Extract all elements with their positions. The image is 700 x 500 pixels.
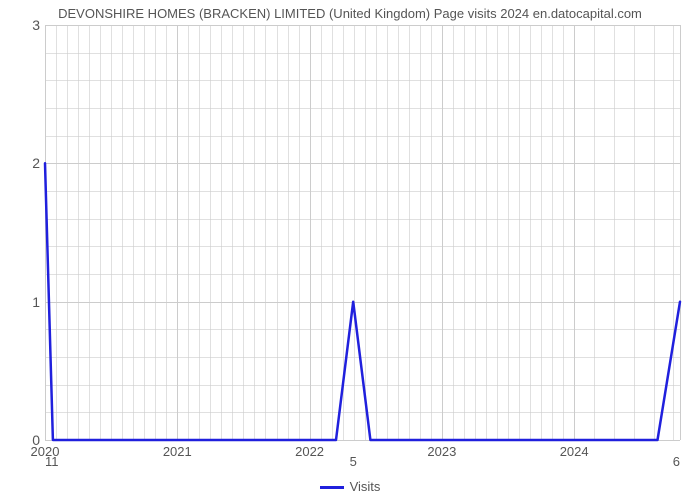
x-tick-label: 2021 xyxy=(163,444,192,459)
x-tick-label: 2023 xyxy=(427,444,456,459)
x-tick-label: 2024 xyxy=(560,444,589,459)
end-value-label: 11 xyxy=(45,454,59,469)
y-tick-label: 3 xyxy=(10,17,40,33)
legend-swatch xyxy=(320,486,344,489)
x-tick-label: 2022 xyxy=(295,444,324,459)
y-tick-label: 2 xyxy=(10,155,40,171)
legend-label: Visits xyxy=(350,479,381,494)
plot-area: 1156 xyxy=(45,25,680,440)
legend: Visits xyxy=(0,479,700,494)
end-value-label: 5 xyxy=(350,454,357,469)
line-series xyxy=(45,25,680,440)
chart-title: DEVONSHIRE HOMES (BRACKEN) LIMITED (Unit… xyxy=(0,6,700,21)
y-tick-label: 1 xyxy=(10,294,40,310)
chart-container: DEVONSHIRE HOMES (BRACKEN) LIMITED (Unit… xyxy=(0,0,700,500)
end-value-label: 6 xyxy=(673,454,680,469)
